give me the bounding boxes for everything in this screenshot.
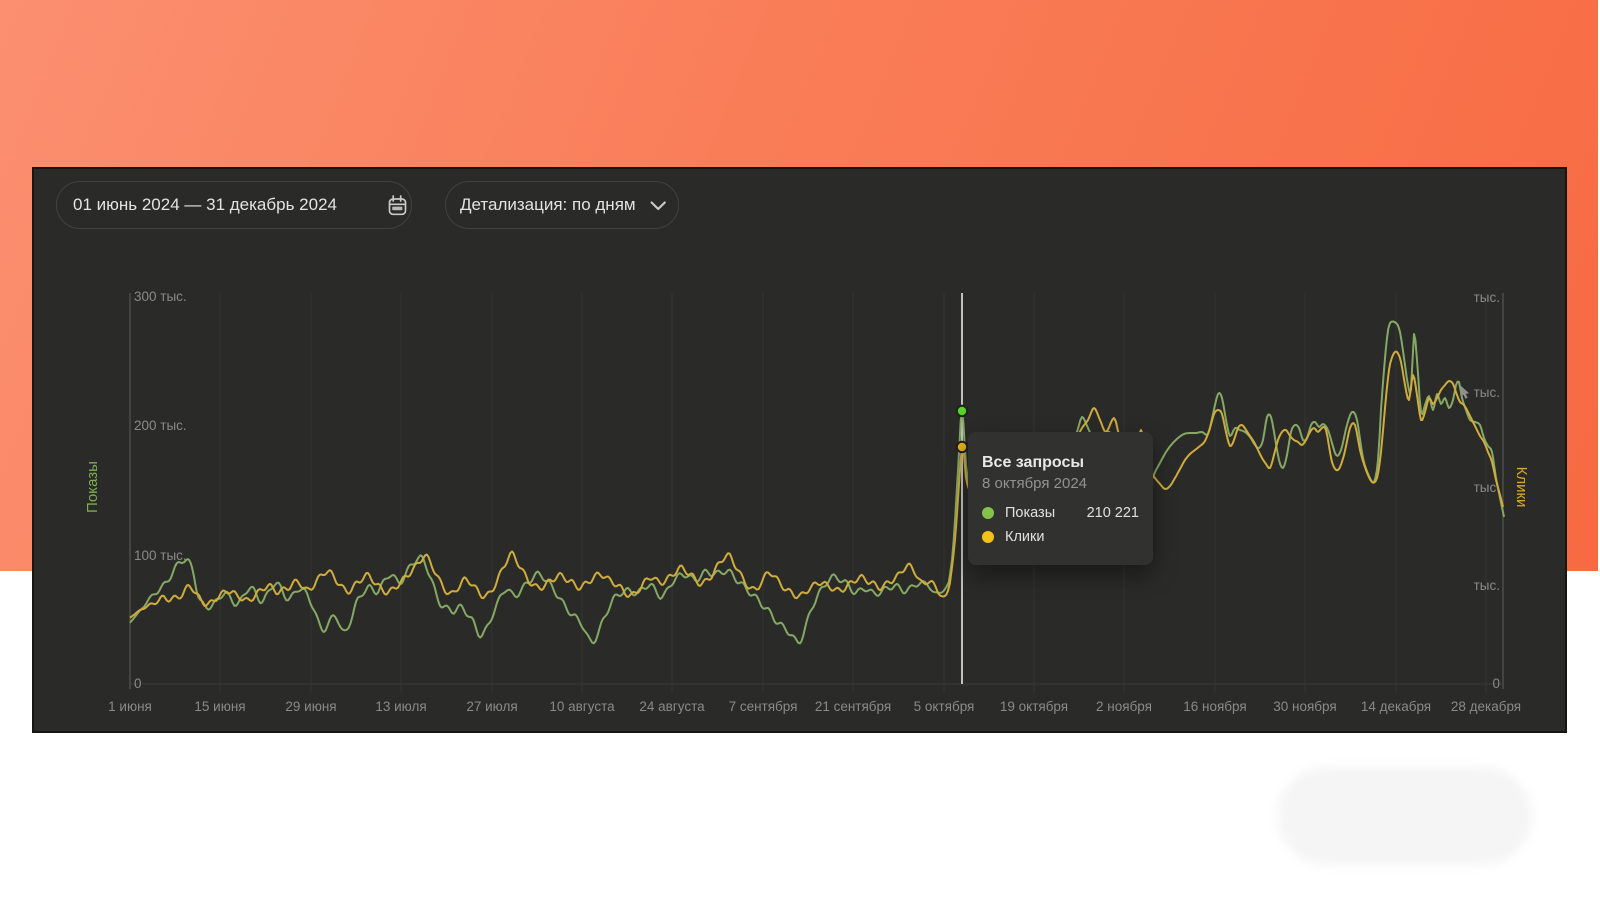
svg-text:5 октября: 5 октября (914, 699, 975, 714)
svg-text:16 ноября: 16 ноября (1183, 699, 1246, 714)
svg-text:10 августа: 10 августа (549, 699, 615, 714)
svg-text:Клики: Клики (1513, 467, 1530, 508)
svg-text:тыс.: тыс. (1474, 385, 1500, 400)
svg-text:тыс.: тыс. (1474, 578, 1500, 593)
svg-text:0: 0 (1492, 676, 1500, 691)
svg-text:тыс.: тыс. (1474, 290, 1500, 305)
svg-text:21 сентября: 21 сентября (815, 699, 891, 714)
svg-text:тыс.: тыс. (1474, 480, 1500, 495)
svg-text:14 декабря: 14 декабря (1361, 699, 1431, 714)
svg-text:0: 0 (134, 676, 142, 691)
svg-text:200 тыс.: 200 тыс. (134, 418, 187, 433)
svg-text:15 июня: 15 июня (194, 699, 245, 714)
svg-text:30 ноября: 30 ноября (1273, 699, 1336, 714)
svg-text:28 декабря: 28 декабря (1451, 699, 1521, 714)
svg-text:Показы: Показы (84, 461, 101, 513)
svg-text:1 июня: 1 июня (108, 699, 152, 714)
svg-text:24 августа: 24 августа (639, 699, 705, 714)
svg-text:7 сентября: 7 сентября (729, 699, 798, 714)
svg-text:100 тыс.: 100 тыс. (134, 548, 187, 563)
svg-text:29 июня: 29 июня (285, 699, 336, 714)
svg-text:13 июля: 13 июля (375, 699, 426, 714)
svg-text:2 ноября: 2 ноября (1096, 699, 1152, 714)
svg-text:19 октября: 19 октября (1000, 699, 1068, 714)
svg-text:27 июля: 27 июля (466, 699, 517, 714)
svg-text:300 тыс.: 300 тыс. (134, 289, 187, 304)
